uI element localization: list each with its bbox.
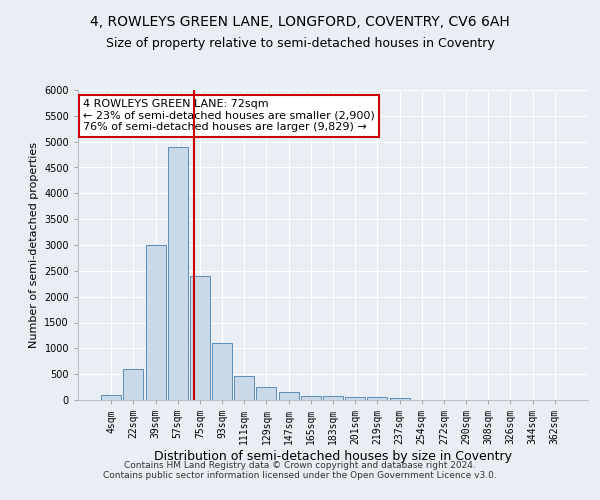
Bar (345, 398, 365, 400)
Bar (146, 245, 166, 400)
Bar (124, 369, 143, 400)
Text: Size of property relative to semi-detached houses in Coventry: Size of property relative to semi-detach… (106, 38, 494, 51)
Text: 4 ROWLEYS GREEN LANE: 72sqm
← 23% of semi-detached houses are smaller (2,900)
76: 4 ROWLEYS GREEN LANE: 72sqm ← 23% of sem… (83, 100, 375, 132)
Bar (323, 396, 343, 400)
Text: Contains HM Land Registry data © Crown copyright and database right 2024.
Contai: Contains HM Land Registry data © Crown c… (103, 460, 497, 480)
Bar (190, 276, 210, 400)
Bar (256, 387, 277, 400)
Bar (301, 396, 321, 400)
Bar (389, 398, 410, 400)
Bar (101, 395, 121, 400)
Y-axis label: Number of semi-detached properties: Number of semi-detached properties (29, 142, 38, 348)
Bar (367, 398, 388, 400)
Text: 4, ROWLEYS GREEN LANE, LONGFORD, COVENTRY, CV6 6AH: 4, ROWLEYS GREEN LANE, LONGFORD, COVENTR… (90, 15, 510, 29)
Bar (168, 147, 188, 400)
Bar (278, 392, 299, 400)
X-axis label: Distribution of semi-detached houses by size in Coventry: Distribution of semi-detached houses by … (154, 450, 512, 463)
Bar (212, 343, 232, 400)
Bar (234, 376, 254, 400)
